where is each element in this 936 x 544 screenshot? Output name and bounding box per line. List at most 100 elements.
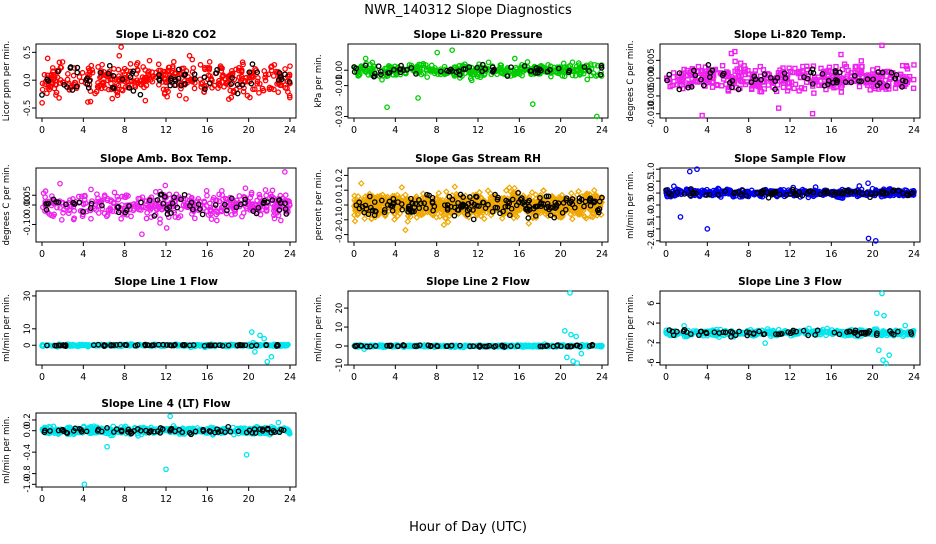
data-point: [782, 85, 786, 89]
y-tick-label: 0.05: [23, 186, 33, 205]
data-point: [147, 58, 151, 62]
data-point: [108, 64, 112, 68]
x-tick-label: 12: [472, 125, 484, 136]
data-point: [565, 355, 569, 359]
data-point: [866, 181, 870, 185]
plot-frame: [348, 44, 608, 118]
y-tick-label: 0.00: [335, 61, 345, 80]
x-tick-label: 24: [596, 372, 608, 383]
data-point: [283, 170, 287, 174]
x-tick-label: 12: [472, 249, 484, 260]
data-point: [80, 71, 84, 75]
data-points: [40, 330, 290, 364]
data-point: [40, 87, 44, 91]
x-tick-label: 16: [513, 372, 525, 383]
chart-title: Slope Li-820 Pressure: [413, 29, 542, 41]
data-point: [283, 67, 287, 71]
data-point: [263, 188, 267, 192]
data-point: [797, 89, 801, 93]
data-point: [279, 218, 283, 222]
x-tick-label: 20: [555, 125, 567, 136]
x-tick-label: 0: [351, 125, 357, 136]
data-point: [129, 214, 133, 218]
chart-title: Slope Gas Stream RH: [415, 153, 541, 165]
x-tick-label: 0: [351, 249, 357, 260]
data-point: [193, 216, 197, 220]
x-tick-label: 8: [122, 372, 128, 383]
data-point: [60, 218, 64, 222]
data-point: [526, 221, 531, 226]
data-point: [362, 216, 367, 221]
x-tick-label: 4: [704, 125, 710, 136]
data-point: [811, 112, 815, 116]
x-tick-label: 16: [825, 125, 837, 136]
data-point: [513, 56, 517, 60]
x-tick-label: 16: [825, 249, 837, 260]
data-point: [353, 219, 358, 224]
x-tick-label: 20: [867, 125, 879, 136]
data-point: [265, 360, 269, 364]
data-point: [733, 59, 737, 63]
data-point: [75, 70, 79, 74]
data-point: [912, 78, 916, 82]
data-point: [288, 64, 292, 68]
data-point: [912, 86, 916, 90]
y-tick-label: 0.5: [23, 46, 33, 60]
y-tick-label: 0.1: [335, 183, 345, 197]
data-point: [117, 54, 121, 58]
data-point: [472, 217, 476, 221]
data-point: [705, 227, 709, 231]
data-point: [452, 184, 457, 189]
data-point: [144, 216, 148, 220]
x-tick-label: 4: [80, 249, 86, 260]
y-tick-label: -0.5: [23, 100, 33, 117]
x-tick-label: 20: [243, 125, 255, 136]
data-point: [190, 57, 194, 61]
y-tick-label: 0.0: [335, 198, 345, 212]
x-tick-label: 16: [513, 125, 525, 136]
chart-title: Slope Line 2 Flow: [426, 276, 530, 288]
data-points: [352, 291, 604, 366]
y-tick-label: 20: [335, 303, 345, 314]
data-point: [688, 169, 692, 173]
data-point: [89, 217, 93, 221]
data-point: [569, 191, 574, 196]
data-point: [112, 67, 116, 71]
x-tick-label: 20: [243, 249, 255, 260]
x-tick-label: 0: [39, 249, 45, 260]
data-point: [269, 355, 273, 359]
x-tick-label: 8: [122, 249, 128, 260]
x-tick-label: 12: [160, 249, 172, 260]
x-tick-label: 8: [746, 125, 752, 136]
data-point: [812, 91, 816, 95]
data-point: [834, 65, 838, 69]
data-point: [156, 62, 160, 66]
y-tick-label: 0: [23, 343, 33, 348]
data-points: [41, 170, 292, 237]
x-tick-label: 12: [784, 125, 796, 136]
data-point: [743, 67, 747, 71]
x-tick-label: 24: [284, 249, 296, 260]
data-point: [215, 218, 219, 222]
y-tick-label: 10: [335, 322, 345, 333]
y-tick-label: 1.0: [647, 162, 657, 176]
data-point: [385, 105, 389, 109]
data-point: [416, 96, 420, 100]
x-tick-label: 24: [596, 125, 608, 136]
y-tick-label: -0.1: [335, 212, 345, 229]
x-tick-label: 16: [201, 249, 213, 260]
data-point: [116, 67, 120, 71]
data-point: [163, 183, 167, 187]
data-point: [585, 77, 589, 81]
y-tick-label: 10: [23, 323, 33, 334]
figure-title: NWR_140312 Slope Diagnostics: [364, 3, 572, 18]
x-tick-label: 8: [746, 249, 752, 260]
data-point: [67, 211, 71, 215]
data-point: [140, 232, 144, 236]
x-tick-label: 24: [596, 249, 608, 260]
